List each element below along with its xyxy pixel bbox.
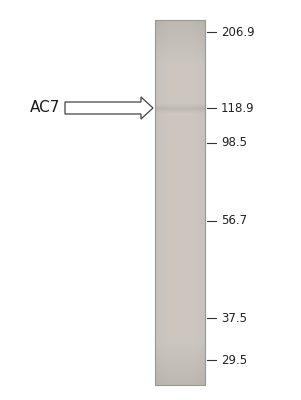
- Text: 206.9: 206.9: [221, 26, 255, 38]
- Text: 118.9: 118.9: [221, 102, 255, 114]
- Bar: [155, 20, 205, 385]
- Text: 98.5: 98.5: [221, 136, 247, 150]
- Text: 37.5: 37.5: [221, 312, 247, 324]
- Text: 56.7: 56.7: [221, 214, 247, 228]
- Polygon shape: [65, 97, 153, 119]
- Text: AC7: AC7: [30, 100, 61, 116]
- Text: 29.5: 29.5: [221, 354, 247, 366]
